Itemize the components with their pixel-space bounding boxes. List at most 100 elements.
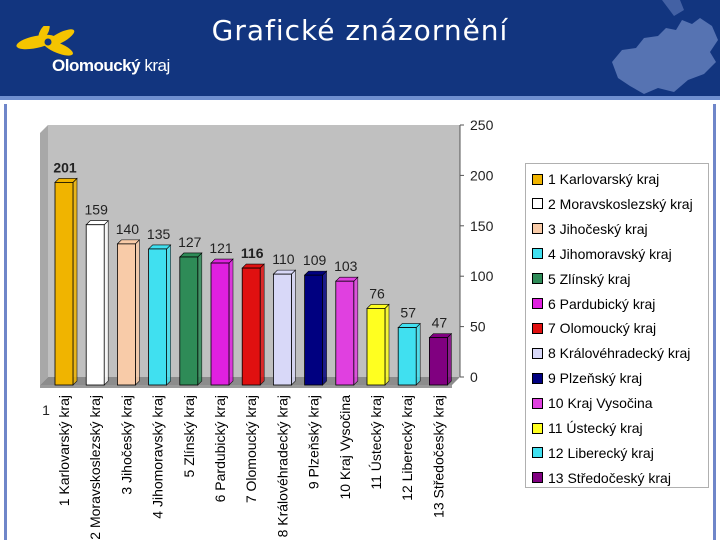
bar-value-label: 76 [369,285,385,301]
bar-13 [428,337,448,386]
bar-top [335,276,359,282]
bar-8 [272,273,292,386]
legend-item: 7 Olomoucký kraj [532,318,656,338]
bar-top [85,220,109,226]
bar-value-label: 57 [400,305,416,321]
bar-top [116,239,141,245]
bar-side [353,276,359,386]
legend-label: 9 Plzeňský kraj [548,370,643,387]
y-tick-label: 0 [470,369,478,385]
bar-side [197,252,203,386]
legend-item: 10 Kraj Vysočina [532,393,653,413]
bar-top [397,323,421,328]
legend-swatch [532,198,543,210]
x-category-label: 1 [42,402,50,418]
page-title: Grafické znázornění [211,14,509,47]
legend-item: 13 Středočeský kraj [532,468,671,488]
legend-label: 11 Ústecký kraj [548,420,643,436]
legend-item: 8 Královéhradecký kraj [532,343,690,363]
logo-text: Olomoucký kraj [52,56,170,75]
bar-value-label: 110 [272,251,295,267]
legend-swatch [532,447,543,459]
legend-label: 6 Pardubický kraj [548,295,656,312]
bar-6 [210,262,230,386]
legend-label: 8 Královéhradecký kraj [548,345,691,362]
bar-3 [117,243,136,386]
legend-item: 9 Plzeňský kraj [532,368,642,388]
x-tick-label: 1 Karlovarský kraj [56,395,72,506]
bar-side [291,269,296,386]
x-tick-label: 10 Kraj Vysočina [337,395,353,500]
legend-label: 1 Karlovarský kraj [548,171,660,187]
legend-item: 2 Moravskoslezský kraj [532,194,693,214]
legend-swatch [532,273,543,285]
bar-side [228,258,234,386]
legend-item: 12 Liberecký kraj [532,443,654,463]
bar-top [428,333,453,338]
bar-value-label: 121 [209,240,233,256]
legend-item: 3 Jihočeský kraj [532,219,648,239]
bar-11 [366,307,386,386]
legend-swatch [532,248,543,260]
legend-swatch [532,397,543,409]
bar-value-label: 47 [432,315,448,331]
legend-item: 4 Jihomoravský kraj [532,244,672,264]
legend-label: 12 Liberecký kraj [548,444,654,461]
plot-base [40,385,452,388]
legend-item: 6 Pardubický kraj [532,294,655,314]
bar-value-label: 103 [334,258,358,274]
bar-top [179,252,203,258]
header-divider [0,96,720,100]
bar-top [54,178,78,183]
bar-top [272,269,297,275]
legend-swatch [532,472,543,484]
legend-swatch [532,173,543,185]
bar-value-label: 159 [85,202,109,218]
bar-side [322,270,327,386]
x-tick-label: 5 Zlínský kraj [181,395,197,477]
legend-swatch [532,298,543,309]
bar-4 [148,248,168,386]
legend-swatch [532,347,543,359]
legend-label: 4 Jihomoravský kraj [548,245,672,262]
bar-value-label: 127 [178,234,202,250]
x-tick-label: 4 Jihomoravský kraj [150,395,166,519]
y-tick-label: 200 [470,167,494,183]
legend-label: 7 Olomoucký kraj [548,320,657,337]
x-tick-label: 9 Plzeňský kraj [306,395,322,489]
plot-side-wall [40,125,48,385]
legend-item: 11 Ústecký kraj [532,418,643,438]
bar-value-label: 116 [241,245,264,261]
x-tick-label: 12 Liberecký kraj [399,395,415,501]
olomoucky-kraj-logo-icon [16,26,75,56]
bar-2 [85,224,105,386]
bar-7 [241,267,261,386]
bar-side [166,244,171,386]
legend-item: 5 Zlínský kraj [532,269,630,289]
bar-5 [179,256,199,386]
x-tick-label: 8 Královéhradecký kraj [274,395,290,537]
legend-label: 10 Kraj Vysočina [548,395,653,412]
bar-value-label: 135 [147,226,171,242]
bar-side [135,239,140,386]
bar-side [384,303,390,386]
legend-item: 1 Karlovarský kraj [532,169,659,189]
bar-side [259,263,265,386]
legend-swatch [532,322,543,334]
bar-1 [54,181,74,386]
y-tick-label: 150 [470,218,494,234]
slide-header: Olomoucký kraj Grafické znázornění [0,0,720,100]
x-tick-label: 11 Ústecký kraj [368,395,384,490]
bar-10 [335,280,355,386]
y-tick-label: 50 [470,319,486,335]
x-tick-label: 7 Olomoucký kraj [243,395,259,503]
legend-label: 5 Zlínský kraj [548,270,631,287]
y-tick-label: 250 [470,117,494,133]
bar-top [241,263,265,269]
bar-top [210,258,234,264]
y-tick-label: 100 [470,268,494,284]
bar-top [366,304,390,309]
x-tick-label: 13 Středočeský kraj [430,395,446,518]
bar-side [447,332,452,386]
